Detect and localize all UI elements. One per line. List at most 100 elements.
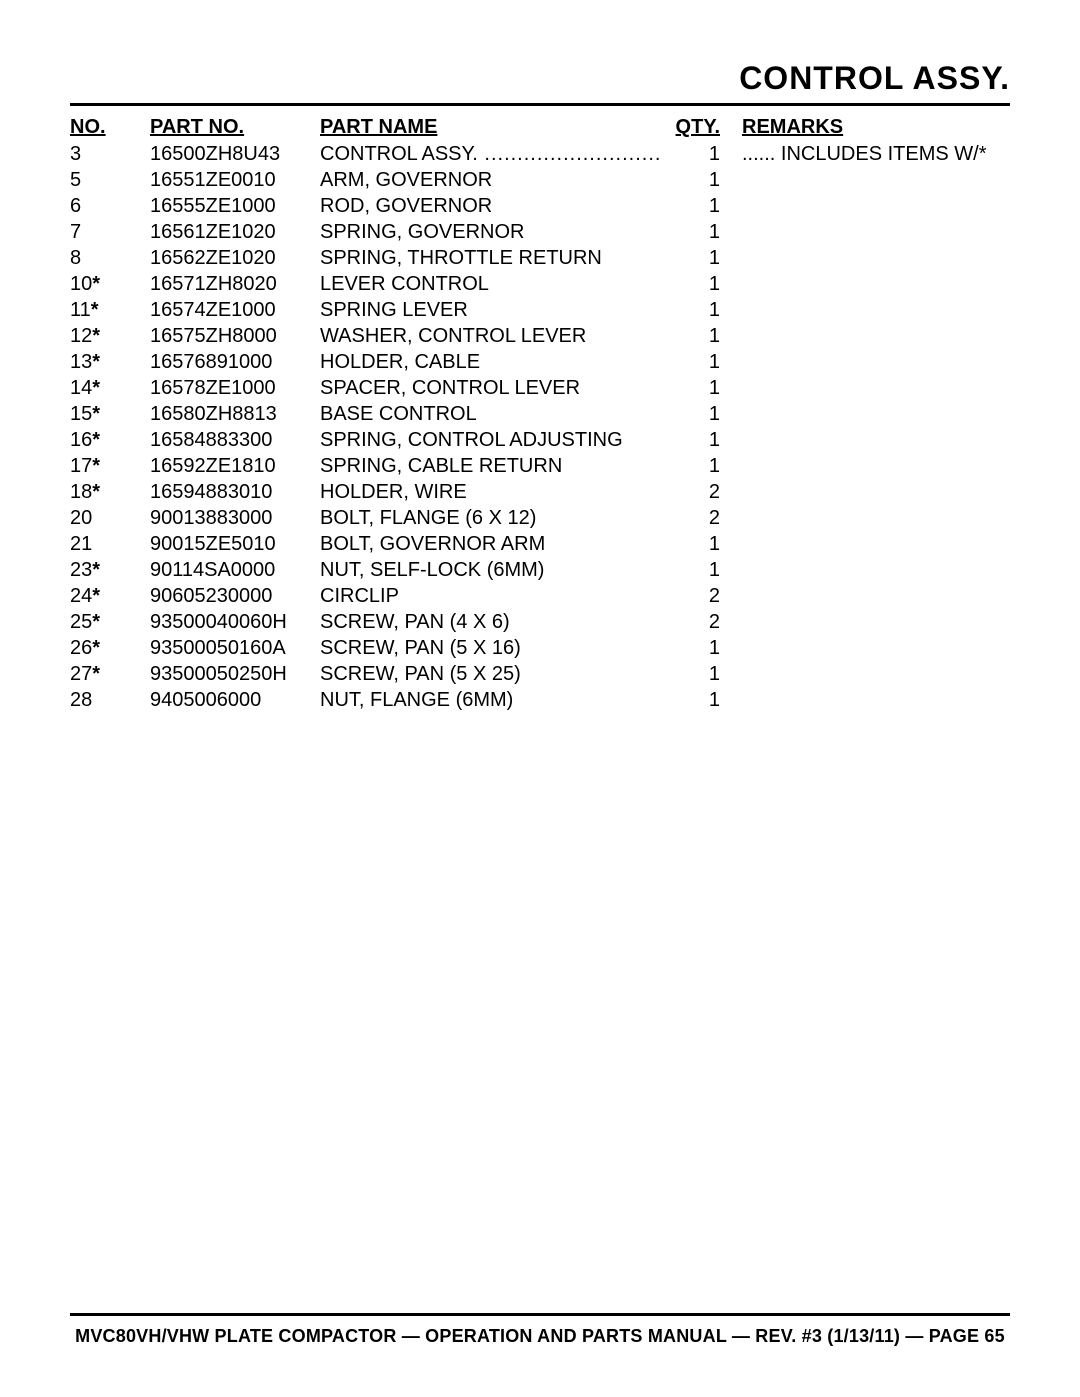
cell-no: 15* — [70, 401, 150, 427]
col-header-no: NO. — [70, 116, 150, 139]
col-header-qty: QTY. — [660, 116, 730, 139]
cell-qty: 1 — [660, 635, 730, 661]
cell-remarks — [730, 427, 1010, 453]
cell-partno: 90015ZE5010 — [150, 531, 320, 557]
cell-partno: 93500040060H — [150, 609, 320, 635]
cell-no: 21 — [70, 531, 150, 557]
table-row: 289405006000NUT, FLANGE (6MM)1 — [70, 687, 1010, 713]
cell-qty: 2 — [660, 479, 730, 505]
cell-partname: SCREW, PAN (5 X 16) — [320, 635, 660, 661]
cell-no: 26* — [70, 635, 150, 661]
cell-no: 8 — [70, 245, 150, 271]
cell-no: 10* — [70, 271, 150, 297]
cell-partno: 16578ZE1000 — [150, 375, 320, 401]
cell-qty: 2 — [660, 505, 730, 531]
cell-partno: 93500050250H — [150, 661, 320, 687]
cell-partname: ROD, GOVERNOR — [320, 193, 660, 219]
cell-partname: SPRING LEVER — [320, 297, 660, 323]
cell-partno: 16571ZH8020 — [150, 271, 320, 297]
cell-qty: 1 — [660, 271, 730, 297]
cell-partname: NUT, FLANGE (6MM) — [320, 687, 660, 713]
cell-partname: WASHER, CONTROL LEVER — [320, 323, 660, 349]
table-row: 26*93500050160ASCREW, PAN (5 X 16)1 — [70, 635, 1010, 661]
cell-qty: 1 — [660, 453, 730, 479]
cell-partno: 16576891000 — [150, 349, 320, 375]
footer-rule — [70, 1313, 1010, 1316]
cell-partname: BOLT, FLANGE (6 X 12) — [320, 505, 660, 531]
cell-partname: CONTROL ASSY. — [320, 141, 660, 167]
cell-no: 16* — [70, 427, 150, 453]
cell-partname: HOLDER, CABLE — [320, 349, 660, 375]
table-row: 10*16571ZH8020LEVER CONTROL1 — [70, 271, 1010, 297]
cell-no: 23* — [70, 557, 150, 583]
cell-qty: 1 — [660, 557, 730, 583]
cell-partno: 16580ZH8813 — [150, 401, 320, 427]
title-rule — [70, 103, 1010, 106]
cell-partno: 16584883300 — [150, 427, 320, 453]
table-row: 2090013883000BOLT, FLANGE (6 X 12)2 — [70, 505, 1010, 531]
cell-remarks — [730, 401, 1010, 427]
cell-qty: 2 — [660, 583, 730, 609]
cell-partname: SPRING, THROTTLE RETURN — [320, 245, 660, 271]
table-row: 18*16594883010HOLDER, WIRE2 — [70, 479, 1010, 505]
cell-remarks: INCLUDES ITEMS W/* — [730, 141, 1010, 167]
cell-qty: 1 — [660, 531, 730, 557]
cell-remarks — [730, 505, 1010, 531]
cell-qty: 1 — [660, 427, 730, 453]
cell-partname: SPACER, CONTROL LEVER — [320, 375, 660, 401]
col-header-remarks: REMARKS — [730, 116, 1010, 139]
cell-qty: 1 — [660, 167, 730, 193]
table-row: 27*93500050250HSCREW, PAN (5 X 25)1 — [70, 661, 1010, 687]
table-row: 2190015ZE5010BOLT, GOVERNOR ARM1 — [70, 531, 1010, 557]
cell-remarks — [730, 635, 1010, 661]
cell-partname: SPRING, GOVERNOR — [320, 219, 660, 245]
cell-partname: BASE CONTROL — [320, 401, 660, 427]
cell-no: 20 — [70, 505, 150, 531]
cell-partname: SPRING, CONTROL ADJUSTING — [320, 427, 660, 453]
table-row: 16*16584883300SPRING, CONTROL ADJUSTING1 — [70, 427, 1010, 453]
cell-partno: 16594883010 — [150, 479, 320, 505]
table-row: 616555ZE1000ROD, GOVERNOR1 — [70, 193, 1010, 219]
cell-no: 5 — [70, 167, 150, 193]
cell-qty: 1 — [660, 349, 730, 375]
cell-remarks — [730, 193, 1010, 219]
cell-no: 18* — [70, 479, 150, 505]
table-row: 516551ZE0010ARM, GOVERNOR1 — [70, 167, 1010, 193]
cell-qty: 1 — [660, 661, 730, 687]
cell-no: 11* — [70, 297, 150, 323]
cell-qty: 1 — [660, 323, 730, 349]
cell-partname: SPRING, CABLE RETURN — [320, 453, 660, 479]
cell-partno: 16551ZE0010 — [150, 167, 320, 193]
table-row: 24*90605230000CIRCLIP2 — [70, 583, 1010, 609]
cell-remarks — [730, 245, 1010, 271]
cell-remarks — [730, 609, 1010, 635]
cell-partname: SCREW, PAN (5 X 25) — [320, 661, 660, 687]
cell-remarks — [730, 219, 1010, 245]
table-row: 17*16592ZE1810SPRING, CABLE RETURN1 — [70, 453, 1010, 479]
table-row: 716561ZE1020SPRING, GOVERNOR1 — [70, 219, 1010, 245]
cell-partname: LEVER CONTROL — [320, 271, 660, 297]
table-row: 12*16575ZH8000WASHER, CONTROL LEVER1 — [70, 323, 1010, 349]
footer-text: MVC80VH/VHW PLATE COMPACTOR — OPERATION … — [70, 1326, 1010, 1347]
table-row: 15*16580ZH8813BASE CONTROL1 — [70, 401, 1010, 427]
cell-no: 27* — [70, 661, 150, 687]
table-row: 11*16574ZE1000SPRING LEVER1 — [70, 297, 1010, 323]
cell-no: 7 — [70, 219, 150, 245]
cell-no: 24* — [70, 583, 150, 609]
cell-remarks — [730, 557, 1010, 583]
parts-rows: 316500ZH8U43CONTROL ASSY.1INCLUDES ITEMS… — [70, 141, 1010, 713]
table-row: 25*93500040060HSCREW, PAN (4 X 6)2 — [70, 609, 1010, 635]
cell-partname: ARM, GOVERNOR — [320, 167, 660, 193]
cell-remarks — [730, 479, 1010, 505]
cell-partno: 16555ZE1000 — [150, 193, 320, 219]
cell-qty: 1 — [660, 193, 730, 219]
cell-partname: HOLDER, WIRE — [320, 479, 660, 505]
cell-qty: 1 — [660, 141, 730, 167]
cell-no: 13* — [70, 349, 150, 375]
page-footer: MVC80VH/VHW PLATE COMPACTOR — OPERATION … — [70, 1313, 1010, 1347]
cell-qty: 1 — [660, 687, 730, 713]
cell-remarks — [730, 375, 1010, 401]
cell-partno: 16575ZH8000 — [150, 323, 320, 349]
cell-qty: 2 — [660, 609, 730, 635]
cell-no: 6 — [70, 193, 150, 219]
